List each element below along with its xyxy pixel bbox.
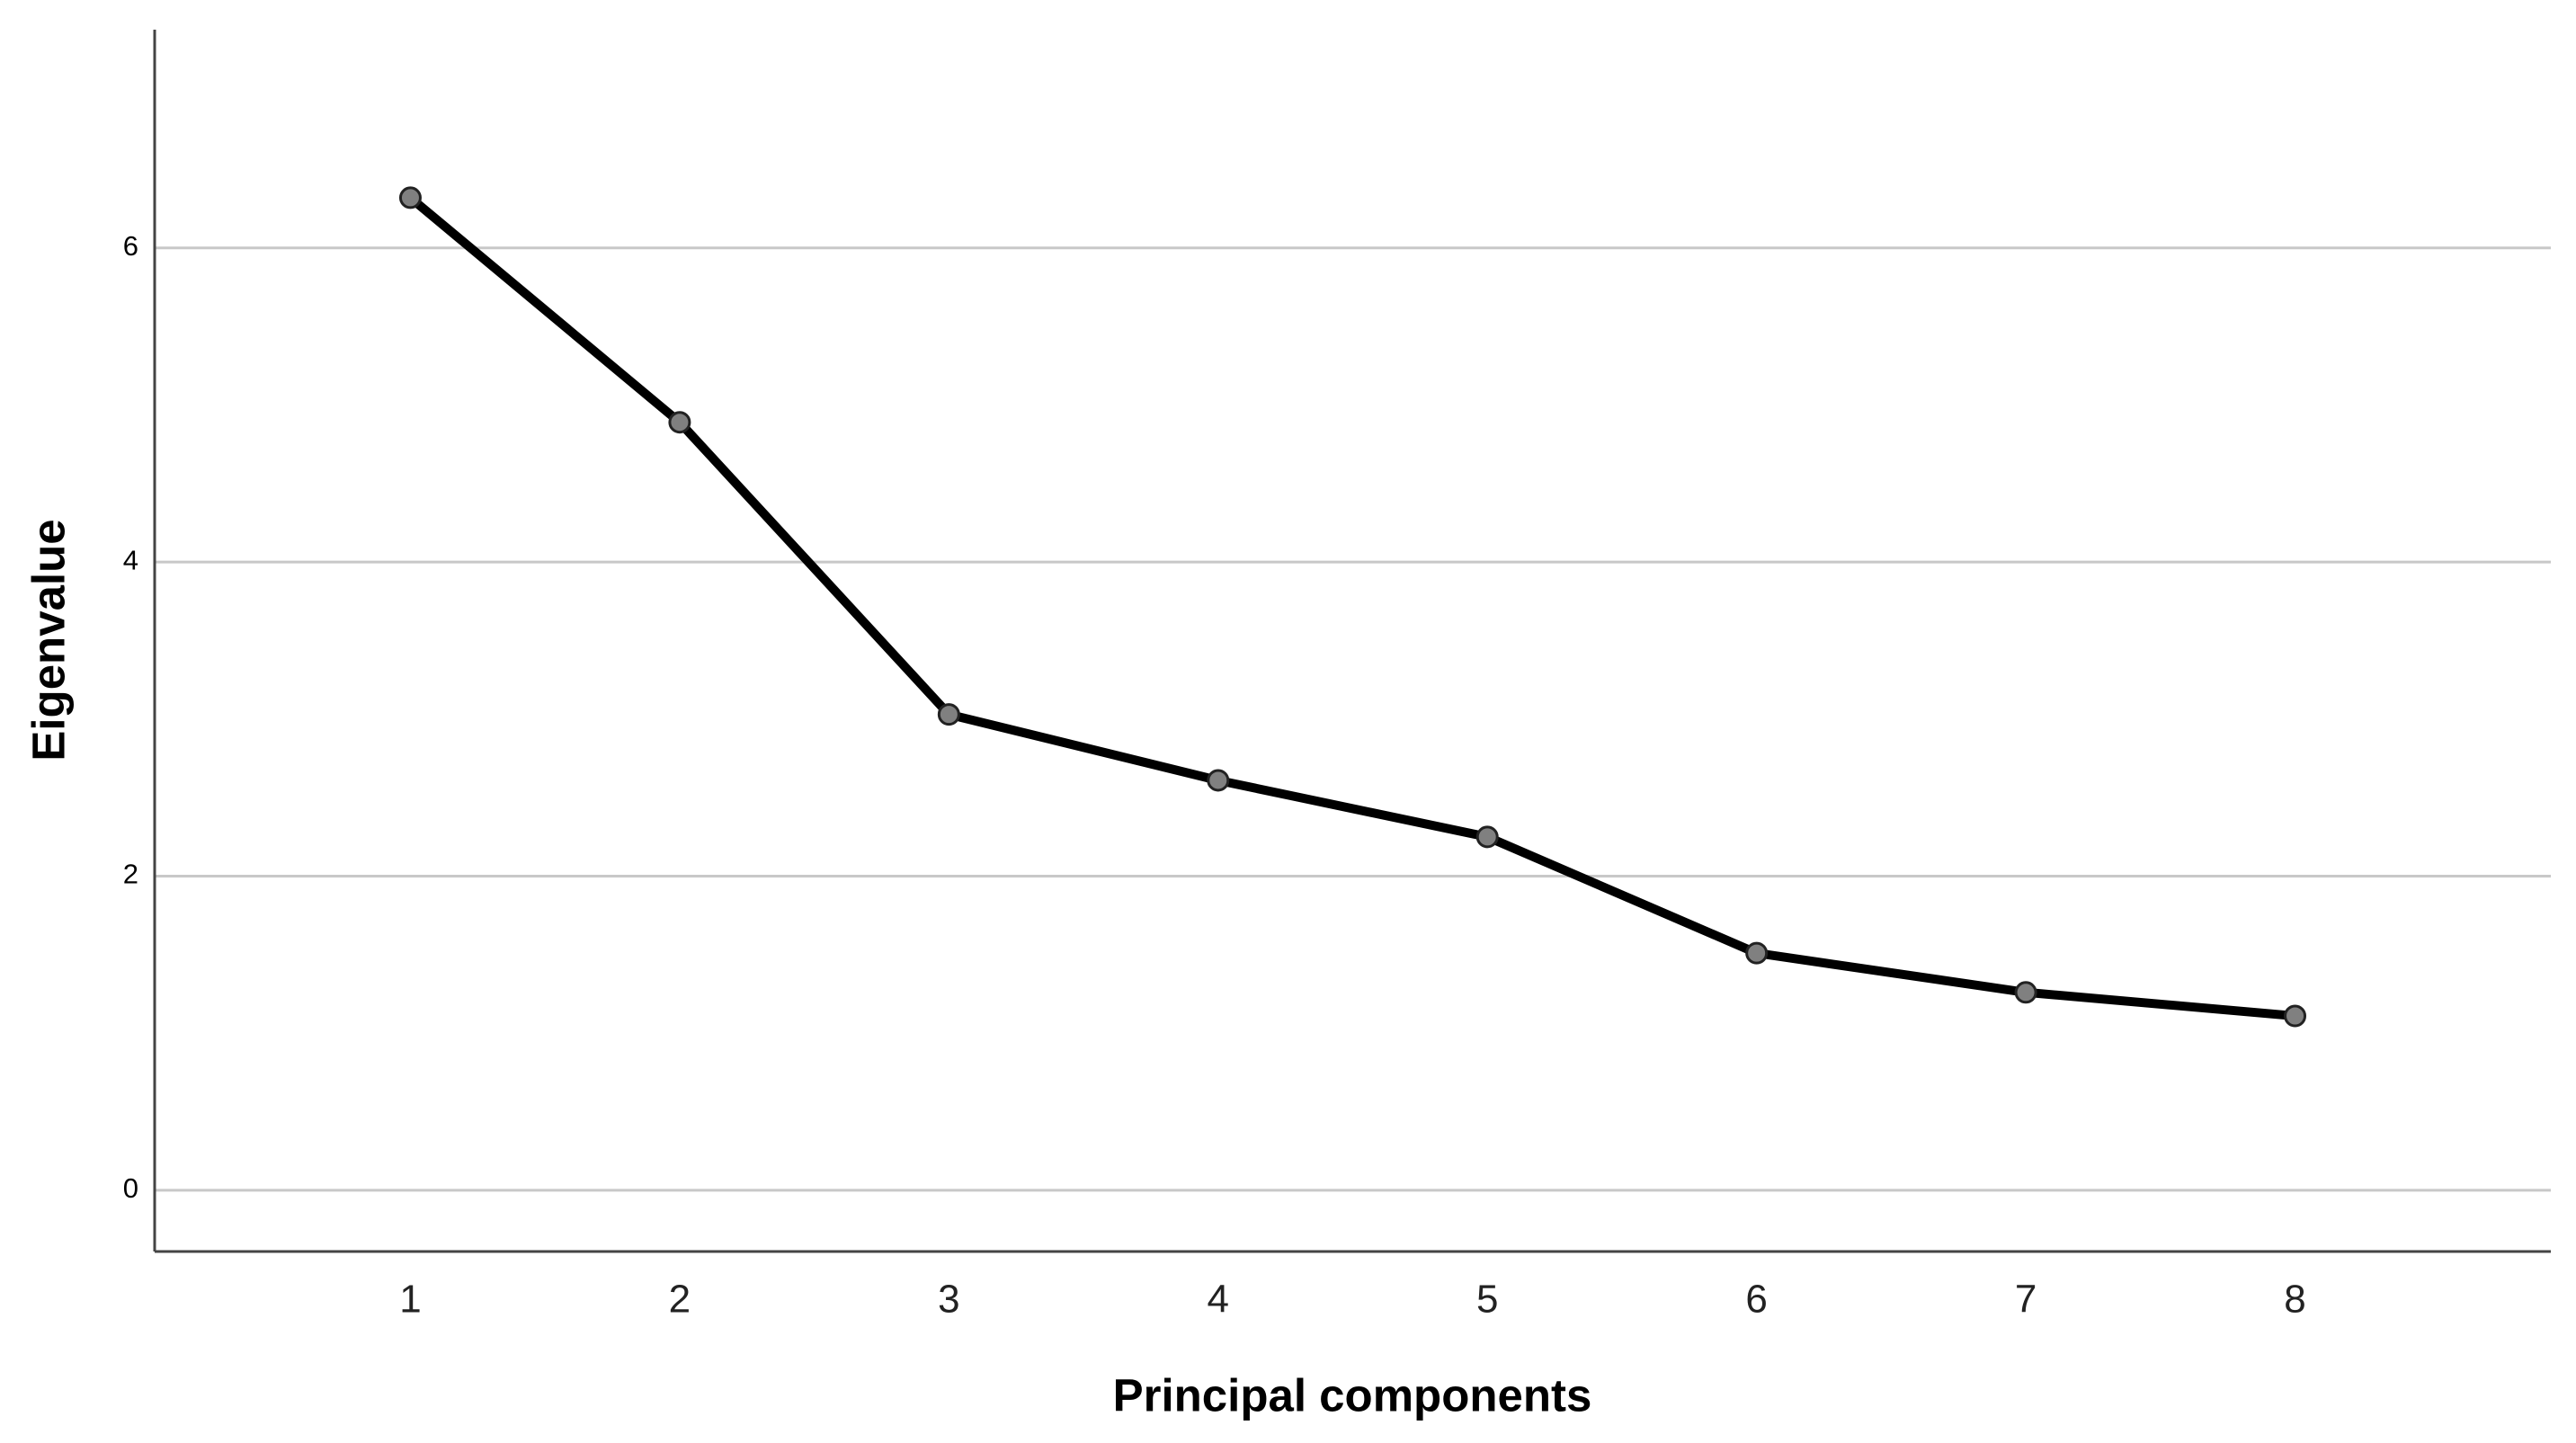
point [398, 186, 422, 209]
x-tick-label: 7 [2015, 1278, 2037, 1322]
point [1475, 825, 1499, 849]
point [668, 411, 691, 434]
y-axis-title: Eigenvalue [22, 519, 74, 761]
x-tick-label: 1 [399, 1278, 421, 1322]
point [937, 703, 960, 726]
x-tick-label: 3 [938, 1278, 959, 1322]
y-tick-label: 0 [123, 1172, 138, 1204]
y-tick-label: 2 [123, 859, 138, 890]
x-tick-label: 4 [1208, 1278, 1229, 1322]
x-tick-label: 5 [1476, 1278, 1498, 1322]
x-axis-title: Principal components [1113, 1369, 1592, 1421]
point [1745, 941, 1769, 965]
x-tick-label: 6 [1745, 1278, 1767, 1322]
point [2284, 1004, 2307, 1028]
y-tick-label: 6 [123, 230, 138, 262]
point [2014, 981, 2037, 1004]
x-tick-label: 2 [669, 1278, 691, 1322]
y-tick-label: 4 [123, 544, 138, 575]
line [407, 194, 2295, 1020]
x-tick-label: 8 [2284, 1278, 2305, 1322]
point [1207, 769, 1230, 792]
